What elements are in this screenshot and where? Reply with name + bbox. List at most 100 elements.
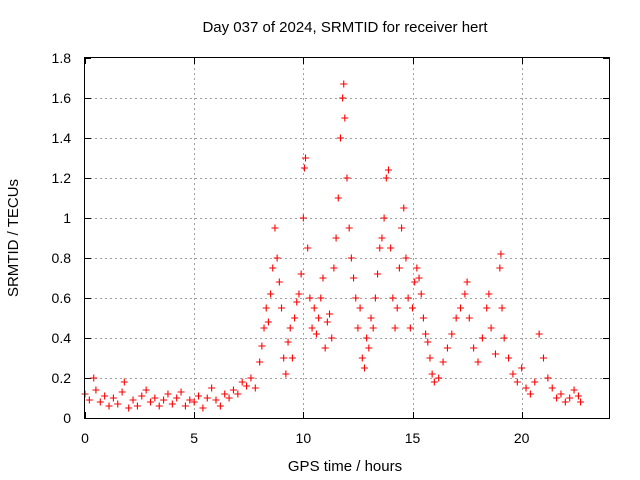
data-point — [531, 378, 539, 386]
y-tick-label: 1.8 — [52, 50, 72, 66]
data-point — [308, 324, 316, 332]
y-tick-label: 0 — [63, 410, 71, 426]
data-point — [561, 398, 569, 406]
data-point — [328, 334, 336, 342]
data-point — [374, 270, 382, 278]
data-point — [354, 324, 362, 332]
data-point — [577, 398, 585, 406]
data-point — [339, 94, 347, 102]
data-point — [380, 214, 388, 222]
data-point — [443, 344, 451, 352]
data-point — [360, 364, 368, 372]
data-point — [155, 402, 163, 410]
data-point — [415, 274, 423, 282]
data-point — [332, 234, 340, 242]
data-point — [186, 396, 194, 404]
data-point — [463, 278, 471, 286]
data-point — [300, 164, 308, 172]
data-point — [522, 384, 530, 392]
data-point — [190, 398, 198, 406]
data-point — [142, 386, 150, 394]
data-point — [286, 324, 294, 332]
data-point — [151, 394, 159, 402]
y-axis-label: SRMTID / TECUs — [5, 179, 22, 297]
y-tick-label: 1 — [63, 210, 71, 226]
data-point — [505, 354, 513, 362]
data-point — [363, 334, 371, 342]
data-point — [369, 324, 377, 332]
data-point — [256, 358, 264, 366]
data-point — [243, 382, 251, 390]
data-point — [138, 392, 146, 400]
data-point — [518, 364, 526, 372]
data-point — [350, 274, 358, 282]
data-point — [208, 384, 216, 392]
data-point — [212, 396, 220, 404]
data-point — [317, 294, 325, 302]
data-point — [419, 314, 427, 322]
data-point — [566, 394, 574, 402]
data-point — [278, 304, 285, 312]
data-point — [260, 324, 268, 332]
data-point — [129, 396, 137, 404]
x-tick-label: 5 — [190, 430, 198, 446]
data-point — [422, 330, 430, 338]
data-point — [430, 378, 438, 386]
x-tick-label: 15 — [405, 430, 421, 446]
data-point — [199, 404, 207, 412]
data-point — [295, 290, 303, 298]
data-point — [395, 264, 403, 272]
data-point — [358, 354, 366, 362]
data-points — [81, 80, 585, 412]
x-tick-label: 20 — [514, 430, 530, 446]
data-point — [330, 264, 338, 272]
data-point — [203, 394, 211, 402]
data-point — [271, 224, 279, 232]
data-point — [225, 394, 233, 402]
data-point — [299, 214, 307, 222]
data-point — [341, 114, 349, 122]
data-point — [384, 166, 392, 174]
x-tick-label: 0 — [81, 430, 89, 446]
data-point — [323, 318, 331, 326]
data-point — [461, 290, 469, 298]
data-point — [284, 338, 292, 346]
axis-ticks — [85, 58, 609, 419]
data-point — [234, 390, 242, 398]
data-point — [195, 392, 203, 400]
data-point — [312, 330, 320, 338]
data-point — [409, 304, 416, 312]
y-tick-label: 0.4 — [52, 330, 72, 346]
data-point — [513, 378, 521, 386]
data-point — [435, 374, 443, 382]
data-point — [413, 264, 421, 272]
data-point — [168, 400, 176, 408]
data-point — [173, 394, 181, 402]
data-point — [306, 294, 314, 302]
data-point — [160, 396, 168, 404]
data-point — [251, 384, 259, 392]
data-point — [465, 314, 473, 322]
data-point — [345, 224, 353, 232]
data-point — [367, 314, 375, 322]
data-point — [273, 254, 281, 262]
data-point — [340, 80, 348, 88]
chart-title: Day 037 of 2024, SRMTID for receiver her… — [202, 19, 488, 36]
data-point — [326, 310, 334, 318]
data-point — [321, 344, 329, 352]
data-point — [216, 402, 224, 410]
data-point — [452, 314, 460, 322]
data-point — [221, 390, 229, 398]
data-point — [426, 354, 434, 362]
data-point — [288, 354, 296, 362]
data-point — [269, 264, 277, 272]
data-point — [297, 270, 305, 278]
data-point — [540, 354, 547, 362]
data-point — [497, 250, 505, 258]
y-tick-label: 0.6 — [52, 290, 72, 306]
data-point — [404, 294, 412, 302]
tick-labels: 0 5 10 15 20 0 0.2 0.4 0.6 0.8 1 1.2 1.4 1.6 1.8 — [52, 50, 530, 446]
data-point — [535, 330, 543, 338]
data-point — [177, 388, 185, 396]
